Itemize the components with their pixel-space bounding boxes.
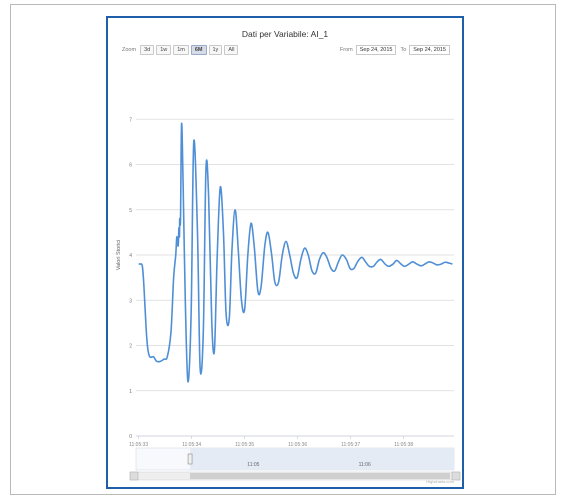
y-tick-label: 7 [129,117,132,123]
zoom-label: Zoom [122,47,137,53]
scrollbar-thumb[interactable] [190,473,450,479]
date-range-inputs: From Sep 24, 2015 To Sep 24, 2015 [340,45,450,55]
x-tick-label: 11:05:34 [182,442,201,448]
y-tick-label: 1 [129,389,132,395]
y-tick-label: 2 [129,344,132,350]
y-tick-label: 4 [129,253,132,259]
page-border [10,4,556,495]
range-button-1y[interactable]: 1y [208,45,223,55]
y-tick-label: 0 [129,434,132,440]
range-button-all[interactable]: All [224,45,239,55]
y-tick-label: 6 [129,163,132,169]
chart-title: Dati per Variabile: AI_1 [241,29,329,39]
x-tick-label: 11:05:37 [341,442,360,448]
to-label: To [400,47,407,53]
range-buttons: 3d 1w 1m 6M 1y All [140,45,240,55]
navigator-label: 11:06 [359,462,371,468]
navigator-handle-left[interactable] [187,453,193,465]
line-chart: 1 2 3 4 5 6 7 0 11:05:33 11:05:34 11:05:35 11:05:36… [116,117,461,481]
x-tick-label: 11:05:36 [288,442,307,448]
x-tick-label: 11:05:38 [394,442,413,448]
range-button-1m[interactable]: 1m [173,45,189,55]
navigator-selection[interactable] [190,448,454,470]
series-line-0 [138,122,453,383]
chart-credit: Highcharts.com [426,479,454,484]
to-date-input[interactable]: Sep 24, 2015 [409,45,450,55]
range-button-3d[interactable]: 3d [140,45,155,55]
scrollbar-left-button[interactable] [129,471,139,481]
y-tick-label: 5 [129,208,132,214]
chart-panel: Dati per Variabile: AI_1 Zoom 3d 1w 1m 6M 1y… [106,16,464,489]
x-tick-label: 11:05:35 [235,442,254,448]
scrollbar-right-button[interactable] [451,471,461,481]
x-tick-label: 11:05:33 [129,442,148,448]
from-date-input[interactable]: Sep 24, 2015 [355,45,397,55]
range-button-1w[interactable]: 1w [156,45,172,55]
from-label: From [339,47,353,53]
navigator-label: 11:05 [247,462,259,468]
range-button-6m[interactable]: 6M [190,45,207,55]
range-selector: Zoom 3d 1w 1m 6M 1y All [122,45,240,55]
y-axis-title: Valori Storici [116,240,122,270]
y-tick-label: 3 [129,298,132,304]
